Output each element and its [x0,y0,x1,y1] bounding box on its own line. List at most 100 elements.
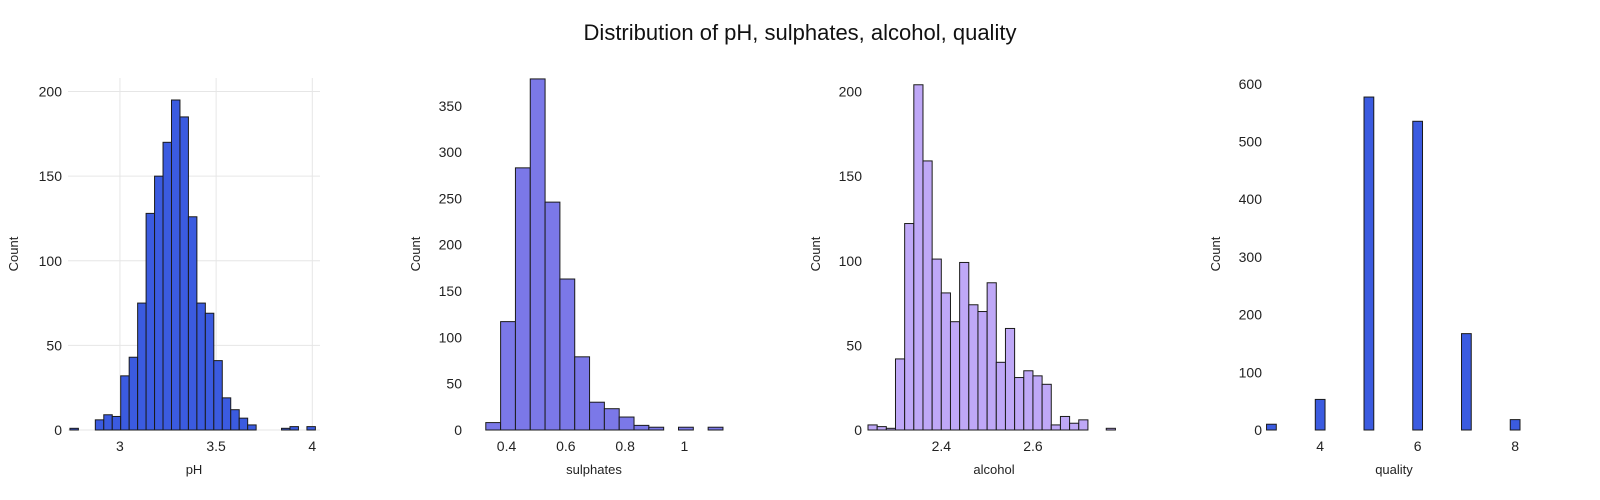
histogram-bar [1363,96,1375,431]
x-axis-label: sulphates [566,462,622,477]
y-tick-label: 300 [1239,249,1263,265]
y-tick-label: 500 [1239,133,1263,149]
histogram-bar [1078,419,1089,431]
x-tick-label: 0.8 [615,438,635,454]
histogram-bar [876,426,887,431]
histogram-bar [1014,377,1025,431]
x-tick-label: 0.4 [497,438,517,454]
histogram-bar [544,201,561,431]
x-tick-label: 3.5 [206,438,226,454]
y-tick-label: 150 [39,168,63,184]
histogram-bar [633,424,650,431]
y-tick-label: 0 [454,422,462,438]
x-tick-label: 1 [681,438,689,454]
histogram-bar [238,417,249,431]
histogram-bar [128,356,139,431]
histogram-bar [103,414,113,431]
histogram-bar [204,312,215,431]
histogram-bar [1059,415,1071,431]
y-tick-label: 600 [1239,76,1263,92]
y-tick-label: 100 [1239,364,1263,380]
histogram-bar [120,375,130,431]
histogram-bar [677,426,694,431]
histogram-bar [968,304,979,431]
histogram-bar [187,216,198,431]
histogram-bar [1412,120,1424,431]
y-tick-label: 50 [46,337,62,353]
histogram-bar [977,311,988,431]
histogram-bar [500,321,516,431]
y-tick-label: 200 [439,237,463,253]
histogram-bar [196,302,206,431]
histogram-bar [281,427,291,431]
chart-title: Distribution of pH, sulphates, alcohol, … [584,20,1017,45]
histogram-bar [707,426,724,431]
y-tick-label: 300 [439,144,463,160]
histogram-bar [1266,423,1277,431]
histogram-bar [603,408,620,431]
y-tick-label: 200 [39,84,63,100]
x-tick-label: 6 [1414,438,1422,454]
histogram-bar [145,212,156,431]
x-tick-label: 4 [308,438,316,454]
y-tick-label: 200 [839,84,863,100]
histogram-bar [1023,370,1034,431]
histogram-bar [904,223,915,431]
histogram-bar [1105,427,1116,431]
x-tick-label: 0.6 [556,438,576,454]
histogram-bar [1314,398,1326,431]
histogram-bar [949,321,961,431]
y-axis-label: Count [408,236,423,271]
y-axis-label: Count [808,236,823,271]
histogram-bar [922,160,933,431]
histogram-bar [221,397,232,431]
subplot-sulphates: 0.4 0.6 0.8 1 0 50 100 150 200 250 300 350 sulphates… [408,78,724,477]
y-tick-label: 150 [839,168,863,184]
histogram-bar [894,358,906,431]
y-tick-label: 250 [439,190,463,206]
y-tick-label: 0 [854,422,862,438]
histogram-bar [94,419,105,431]
x-tick-label: 8 [1511,438,1519,454]
histogram-bar [213,360,223,431]
y-tick-label: 150 [439,283,463,299]
histogram-bar [137,302,147,431]
subplot-alcohol: 2.4 2.6 0 50 100 150 200 alcohol Count [808,84,1116,477]
histogram-bar [940,292,951,431]
histogram-bar [111,415,122,431]
y-axis-label: Count [6,236,21,271]
y-tick-label: 400 [1239,191,1263,207]
histogram-bar [485,422,502,431]
histogram-bar [179,116,189,431]
histogram-bar [306,426,316,431]
y-tick-label: 50 [846,337,862,353]
y-tick-label: 50 [446,376,462,392]
histogram-bar [230,409,240,431]
histogram-bar [648,426,665,431]
histogram-bar [162,141,172,431]
x-axis-label: quality [1375,462,1413,477]
histogram-bar [1461,333,1472,431]
x-tick-label: 2.4 [932,438,952,454]
histogram-bar [913,84,924,431]
y-tick-label: 0 [1254,422,1262,438]
histogram-bar [867,424,878,431]
histogram-bar [1509,419,1521,431]
y-tick-label: 350 [439,98,463,114]
y-tick-label: 100 [439,329,463,345]
histogram-bar [959,261,970,431]
histogram-bar [514,167,531,431]
histogram-bar [986,282,997,431]
y-axis-label: Count [1208,236,1223,271]
histogram-bar [170,99,181,431]
y-tick-label: 200 [1239,307,1263,323]
histogram-bar [885,427,896,431]
histogram-bar [574,356,591,431]
histogram-bar [995,361,1006,431]
histogram-bar [154,175,164,431]
y-tick-label: 100 [839,253,863,269]
histogram-bar [931,258,942,431]
subplot-pH: 3 3.5 4 0 50 100 150 200 pH Count [6,78,320,477]
histogram-bar [289,426,299,431]
